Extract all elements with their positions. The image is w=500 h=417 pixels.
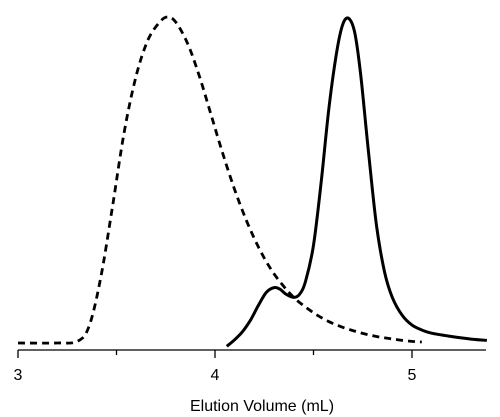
x-tick-label: 4 bbox=[211, 367, 220, 384]
x-tick-label: 3 bbox=[14, 367, 23, 384]
plot-series bbox=[17, 15, 488, 348]
x-axis-title: Elution Volume (mL) bbox=[190, 398, 334, 415]
solid-series-line bbox=[225, 16, 488, 348]
x-tick-label: 5 bbox=[408, 367, 417, 384]
dashed-series-line bbox=[17, 15, 422, 345]
x-axis-ticks: 3 4 5 bbox=[14, 350, 417, 384]
